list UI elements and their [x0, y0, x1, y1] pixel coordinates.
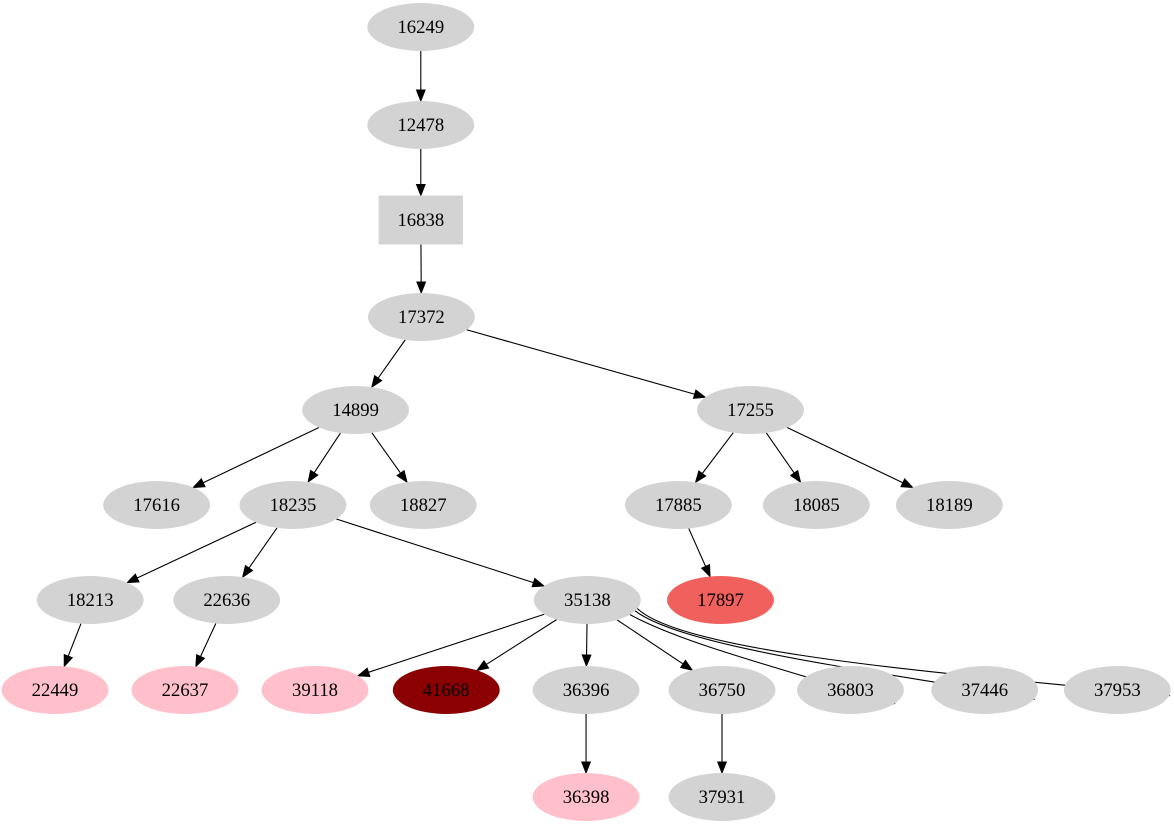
svg-text:22636: 22636	[203, 590, 250, 611]
svg-text:17885: 17885	[655, 495, 702, 516]
svg-text:36803: 36803	[827, 680, 874, 701]
svg-text:18085: 18085	[793, 495, 840, 516]
svg-text:18235: 18235	[270, 495, 317, 516]
svg-text:17616: 17616	[133, 495, 180, 516]
svg-text:14899: 14899	[332, 400, 379, 421]
svg-text:35138: 35138	[564, 590, 611, 611]
svg-text:17897: 17897	[697, 590, 744, 611]
svg-text:16838: 16838	[397, 210, 444, 231]
svg-text:37953: 37953	[1094, 680, 1141, 701]
svg-text:17372: 17372	[398, 307, 445, 328]
svg-text:12478: 12478	[397, 115, 444, 136]
svg-text:22449: 22449	[32, 680, 79, 701]
svg-text:36750: 36750	[699, 680, 746, 701]
svg-text:18189: 18189	[926, 495, 973, 516]
svg-text:18827: 18827	[400, 495, 447, 516]
svg-text:22637: 22637	[162, 680, 209, 701]
svg-text:18213: 18213	[67, 590, 114, 611]
svg-text:36398: 36398	[563, 787, 610, 808]
svg-text:16249: 16249	[397, 17, 444, 38]
svg-text:37931: 37931	[699, 787, 746, 808]
svg-text:17255: 17255	[727, 400, 774, 421]
svg-text:39118: 39118	[292, 680, 338, 701]
svg-text:41668: 41668	[423, 680, 470, 701]
svg-text:37446: 37446	[961, 680, 1008, 701]
svg-text:36396: 36396	[563, 680, 610, 701]
